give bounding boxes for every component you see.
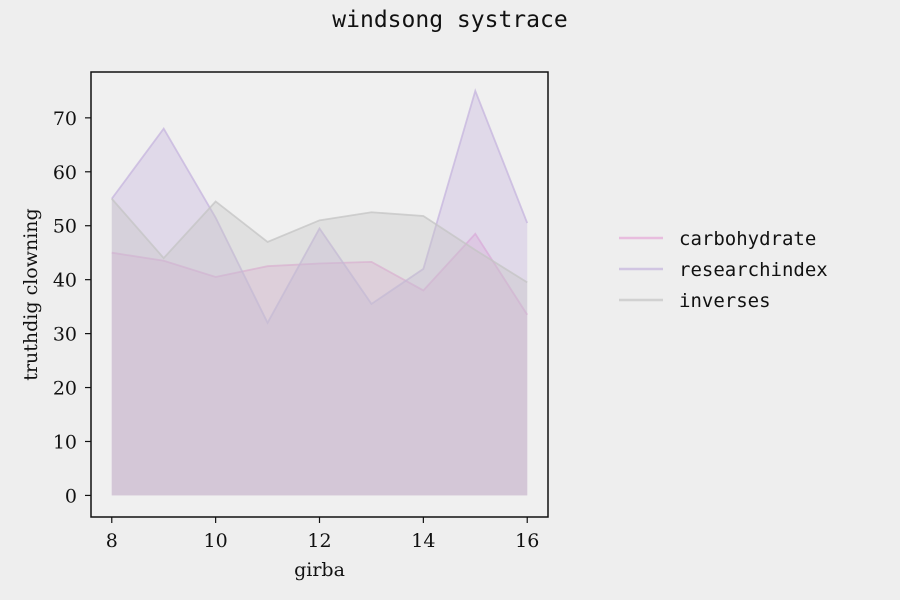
x-axis-ticks: 8 10 12 14 16 <box>106 517 539 552</box>
legend-label: inverses <box>679 290 771 312</box>
area-inverses <box>111 198 528 496</box>
x-tick-label: 8 <box>106 530 118 552</box>
line-researchindex <box>111 88 529 325</box>
line-inverses <box>111 198 528 284</box>
series-areas <box>111 88 529 496</box>
legend: carbohydrate researchindex inverses <box>619 228 828 312</box>
line-carbohydrate <box>111 232 528 316</box>
y-tick-label: 60 <box>53 162 77 184</box>
y-tick-label: 70 <box>53 108 77 130</box>
x-tick-label: 12 <box>307 530 331 552</box>
y-tick-label: 40 <box>53 270 77 292</box>
y-tick-label: 20 <box>53 378 77 400</box>
y-tick-label: 10 <box>53 431 77 453</box>
y-tick-label: 30 <box>53 324 77 346</box>
x-axis-label: girba <box>294 559 345 581</box>
x-tick-label: 14 <box>411 530 435 552</box>
y-axis-label: truthdig clowning <box>20 208 42 380</box>
area-carbohydrate <box>111 233 528 496</box>
legend-label: researchindex <box>679 259 828 281</box>
plot-area <box>91 72 548 517</box>
y-tick-label: 0 <box>65 485 77 507</box>
chart-title: windsong systrace <box>332 7 568 33</box>
y-tick-label: 50 <box>53 216 77 238</box>
y-axis-ticks: 0 10 20 30 40 50 60 70 <box>53 108 91 507</box>
x-tick-label: 10 <box>204 530 228 552</box>
area-researchindex <box>111 90 528 496</box>
legend-label: carbohydrate <box>679 228 816 250</box>
x-tick-label: 16 <box>515 530 539 552</box>
